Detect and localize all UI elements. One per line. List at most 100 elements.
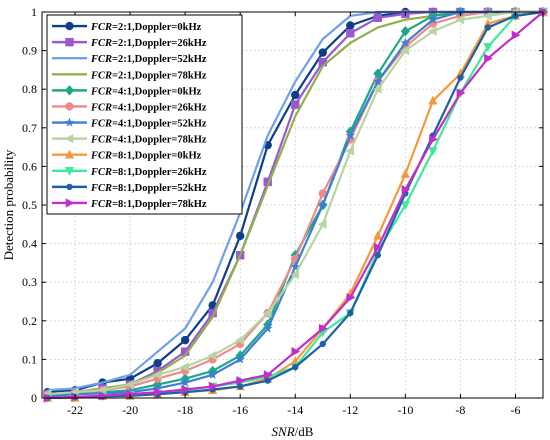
legend-label: FCR=2:1,Doppler=78kHz <box>90 70 207 81</box>
legend-box <box>46 14 243 215</box>
legend-label-rest: =2:1,Doppler=78kHz <box>112 70 207 81</box>
data-point <box>374 252 381 259</box>
data-point <box>180 335 190 345</box>
data-point <box>374 242 383 253</box>
legend-label-rest: =8:1,Doppler=78kHz <box>112 199 207 210</box>
y-tick-label: 0.3 <box>22 275 37 289</box>
data-point <box>317 219 327 229</box>
x-axis-title-italic: SNR <box>272 424 295 439</box>
data-point <box>65 198 75 208</box>
x-axis-title-unit: /dB <box>295 424 314 439</box>
data-point <box>290 261 301 271</box>
legend-label-rest: =2:1,Doppler=26kHz <box>112 38 207 49</box>
data-point <box>290 269 300 280</box>
data-point <box>291 347 301 357</box>
legend-item: FCR=2:1,Doppler=52kHz <box>52 54 207 65</box>
data-point <box>152 370 162 380</box>
data-point <box>66 183 73 191</box>
data-point <box>482 11 492 21</box>
data-point <box>64 149 75 159</box>
data-point <box>207 369 218 379</box>
legend-label-italic: FCR <box>90 199 112 210</box>
legend-item: FCR=4:1,Doppler=52kHz <box>52 117 207 130</box>
data-point <box>428 147 438 156</box>
data-point <box>64 167 75 176</box>
legend-label: FCR=2:1,Doppler=0kHz <box>90 22 202 33</box>
legend-label: FCR=4:1,Doppler=52kHz <box>90 119 207 130</box>
legend-label-rest: =2:1,Doppler=52kHz <box>112 54 207 65</box>
data-point <box>484 24 492 31</box>
y-tick-label: 0.1 <box>22 352 37 366</box>
x-tick-label: -22 <box>67 403 83 417</box>
data-point <box>262 308 272 318</box>
x-tick-label: -10 <box>397 403 413 417</box>
legend-label-italic: FCR <box>90 167 112 178</box>
data-point <box>483 42 493 52</box>
legend-label: FCR=8:1,Doppler=52kHz <box>90 183 207 194</box>
legend-item: FCR=4:1,Doppler=0kHz <box>52 85 202 97</box>
legend-label-rest: =4:1,Doppler=0kHz <box>112 86 202 97</box>
data-point <box>373 76 383 86</box>
data-point <box>64 85 75 96</box>
legend-label-rest: =4:1,Doppler=26kHz <box>112 102 207 113</box>
data-point <box>400 26 410 37</box>
x-tick-label: -14 <box>287 403 303 417</box>
data-point <box>346 293 356 303</box>
legend-label: FCR=8:1,Doppler=26kHz <box>90 167 207 178</box>
data-point <box>153 366 162 376</box>
data-point <box>429 134 438 144</box>
data-point <box>428 14 438 24</box>
x-tick-label: -8 <box>455 403 465 417</box>
y-tick-label: 0.6 <box>22 159 37 173</box>
legend-label-italic: FCR <box>90 86 112 97</box>
data-point <box>235 231 245 241</box>
y-tick-label: 0.4 <box>22 237 37 251</box>
axis-ticks: -22 -20 -18 -16 -14 -12 -10 -8 -6 0 0.1 0.2 0.3 0.4 0.… <box>22 5 543 417</box>
data-point <box>455 15 465 25</box>
data-point <box>319 323 328 334</box>
data-point <box>65 37 74 47</box>
data-point <box>153 359 162 368</box>
x-tick-label: -6 <box>510 403 520 417</box>
y-tick-label: 0.2 <box>22 314 37 328</box>
legend-label-italic: FCR <box>90 70 112 81</box>
legend-label-rest: =8:1,Doppler=52kHz <box>112 183 207 194</box>
y-tick-label: 0.8 <box>22 82 37 96</box>
legend-label: FCR=8:1,Doppler=78kHz <box>90 199 207 210</box>
data-point <box>291 90 300 100</box>
legend-label: FCR=4:1,Doppler=78kHz <box>90 135 207 146</box>
data-point <box>208 381 218 392</box>
data-point <box>180 377 190 387</box>
data-point <box>263 177 272 187</box>
legend-label-rest: =8:1,Doppler=26kHz <box>112 167 207 178</box>
y-tick-label: 1 <box>31 5 37 19</box>
data-point <box>511 30 521 40</box>
data-point <box>237 383 244 390</box>
legend-label-rest: =8:1,Doppler=0kHz <box>112 151 202 162</box>
data-point <box>208 308 217 318</box>
data-point <box>180 347 190 356</box>
data-point <box>400 201 410 211</box>
legend-label: FCR=4:1,Doppler=26kHz <box>90 102 207 113</box>
data-point <box>180 362 189 372</box>
data-point <box>71 392 81 402</box>
legend-item: FCR=4:1,Doppler=78kHz <box>52 134 207 146</box>
legend-item: FCR=8:1,Doppler=52kHz <box>52 183 207 194</box>
legend-label-italic: FCR <box>90 102 112 113</box>
data-point <box>457 74 464 81</box>
legend-item: FCR=4:1,Doppler=26kHz <box>52 102 207 113</box>
data-point <box>345 146 355 156</box>
data-point <box>65 102 74 111</box>
legend: FCR=2:1,Doppler=0kHz FCR =2:1,Doppler=26kH… <box>46 14 243 215</box>
data-point <box>292 363 299 371</box>
x-tick-label: -18 <box>177 403 193 417</box>
data-point <box>346 21 355 30</box>
legend-label: FCR=2:1,Doppler=52kHz <box>90 54 207 65</box>
data-point <box>539 7 549 17</box>
y-tick-label: 0 <box>31 391 37 405</box>
data-point <box>263 370 273 380</box>
data-point <box>400 37 411 47</box>
x-tick-label: -20 <box>122 403 138 417</box>
legend-item: FCR=8:1,Doppler=26kHz <box>52 167 207 178</box>
